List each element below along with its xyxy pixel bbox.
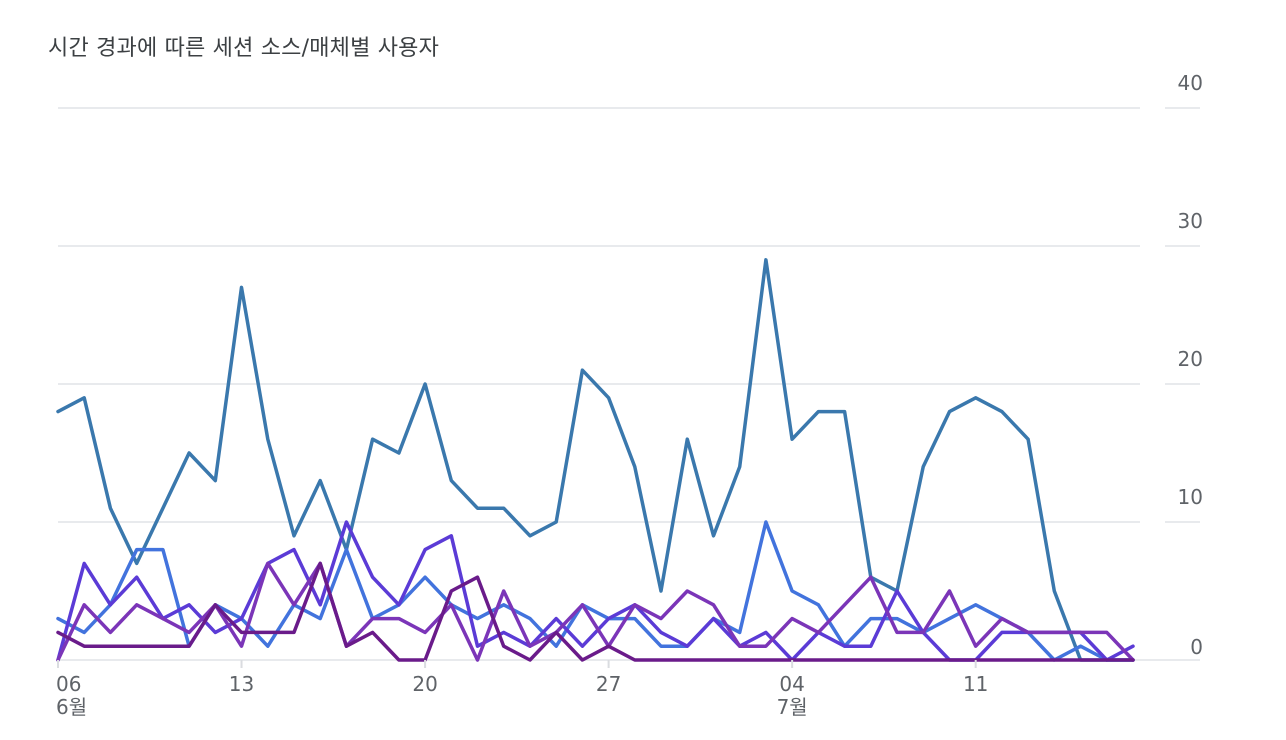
x-tick-label: 20	[412, 672, 437, 696]
x-tick-label: 27	[596, 672, 621, 696]
y-tick-label: 0	[1190, 635, 1203, 659]
x-tick-label: 06	[56, 672, 81, 696]
x-tick-label: 04	[779, 672, 804, 696]
series-line-1	[56, 258, 1135, 662]
y-tick-label: 20	[1178, 347, 1203, 371]
x-tick-month-label: 6월	[56, 695, 87, 719]
x-tick-label: 11	[963, 672, 988, 696]
y-tick-label: 30	[1178, 209, 1203, 233]
series-line-2	[56, 520, 1135, 662]
chart-title: 시간 경과에 따른 세션 소스/매체별 사용자	[48, 36, 440, 61]
series-lines	[56, 258, 1135, 662]
series-line-5	[56, 561, 1135, 662]
x-tick-label: 13	[229, 672, 254, 696]
y-tick-label: 40	[1178, 71, 1203, 95]
y-axis: 0 10 20 30 40	[1178, 71, 1203, 659]
series-line-4	[56, 561, 1135, 662]
x-tick-month-label: 7월	[777, 695, 808, 719]
y-tick-label: 10	[1178, 485, 1203, 509]
